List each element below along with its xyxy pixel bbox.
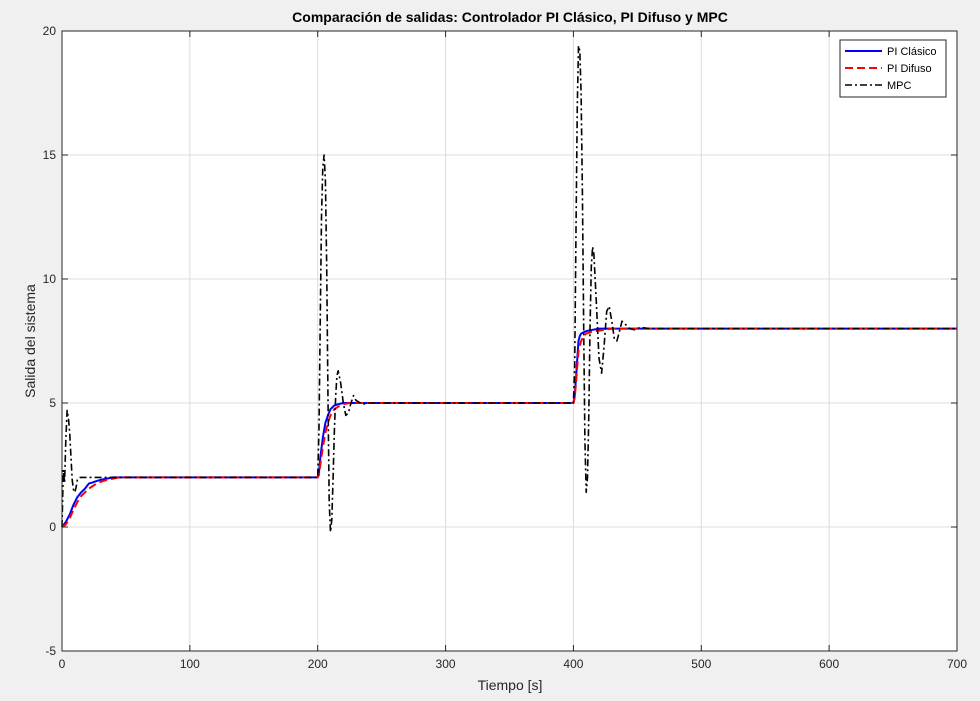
axes-box	[61, 30, 958, 652]
series-layer	[61, 45, 957, 533]
y-axis-label: Salida del sistema	[22, 284, 38, 398]
x-tick-label: 0	[59, 657, 66, 671]
x-tick-label: 200	[308, 657, 328, 671]
y-tick-label: 20	[43, 24, 57, 38]
series-line-1	[61, 327, 957, 528]
x-tick-label: 600	[819, 657, 839, 671]
y-tick-label: 10	[43, 272, 57, 286]
y-tick-label: 15	[43, 148, 57, 162]
plot-area	[62, 31, 957, 651]
x-tick-label: 700	[947, 657, 967, 671]
y-tick-label: -5	[45, 644, 56, 658]
x-tick-label: 500	[691, 657, 711, 671]
y-tick-label: 0	[49, 520, 56, 534]
legend-label: PI Clásico	[887, 46, 937, 58]
legend-label: MPC	[887, 80, 912, 92]
legend-label: PI Difuso	[887, 63, 932, 75]
x-tick-label: 100	[180, 657, 200, 671]
series-line-2	[61, 45, 957, 533]
series-line-0	[61, 327, 957, 528]
x-axis-label: Tiempo [s]	[478, 677, 543, 693]
chart-title: Comparación de salidas: Controlador PI C…	[292, 9, 728, 25]
ticks	[61, 30, 958, 652]
legend[interactable]: PI Clásico PI Difuso MPC	[839, 39, 947, 98]
y-tick-label: 5	[49, 396, 56, 410]
x-tick-label: 300	[436, 657, 456, 671]
x-tick-label: 400	[563, 657, 583, 671]
